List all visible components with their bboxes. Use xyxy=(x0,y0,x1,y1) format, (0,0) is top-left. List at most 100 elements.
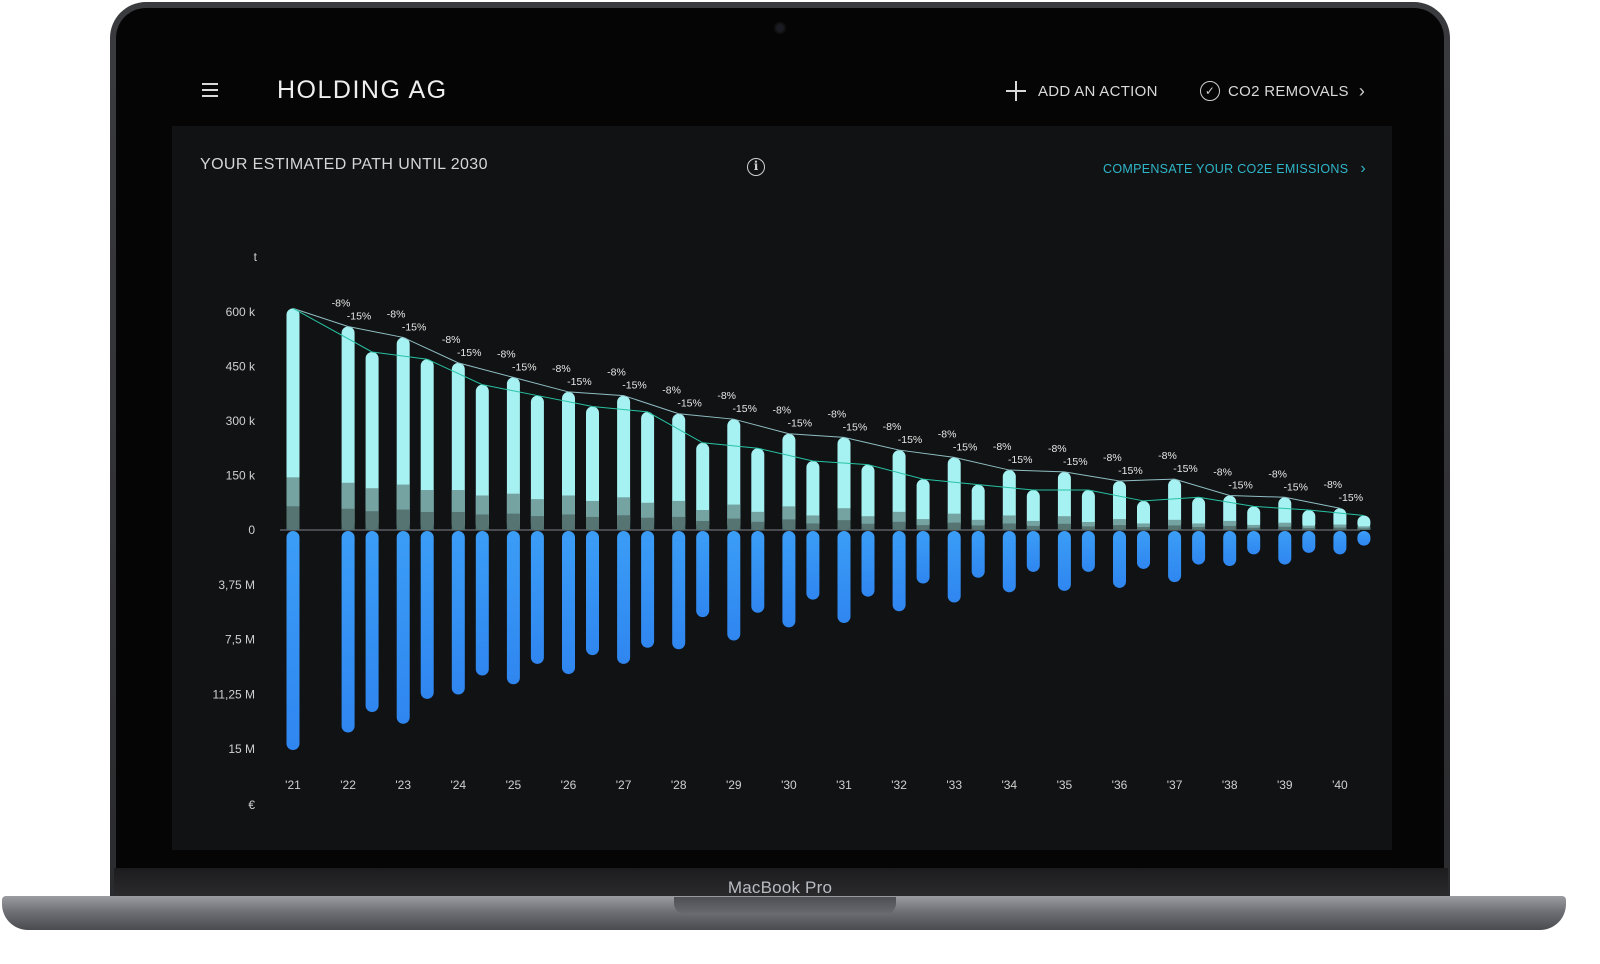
emissions-bar-a-15 xyxy=(1113,480,1126,530)
cost-bar-b-18 xyxy=(1302,531,1316,553)
cost-bar-b-6 xyxy=(641,531,655,648)
emissions-base-dark-b-6 xyxy=(641,517,655,530)
cost-bar-a-8 xyxy=(727,531,741,641)
cost-bar-b-3 xyxy=(475,531,489,676)
device-label: MacBook Pro xyxy=(727,878,833,897)
x-tick-label-11: '32 xyxy=(891,778,907,792)
info-icon[interactable]: i xyxy=(747,158,765,176)
emissions-base-dark-a-2 xyxy=(396,509,410,530)
organization-name: HOLDING AG xyxy=(277,76,448,104)
emissions-base-b-19 xyxy=(1357,526,1371,530)
top-bar: HOLDING AG ADD AN ACTION ✓ CO2 REMOVALS … xyxy=(146,56,1414,126)
emissions-bar-b-17 xyxy=(1247,506,1261,530)
cost-bar-a-16 xyxy=(1168,531,1182,583)
x-tick-label-1: '22 xyxy=(340,778,356,792)
co2-removals-label: CO2 REMOVALS xyxy=(1228,82,1349,100)
reduction-label-15-10: -15% xyxy=(898,434,923,446)
reduction-label-8-7: -8% xyxy=(717,390,736,402)
emissions-base-dark-b-10 xyxy=(861,523,875,530)
trend-line-a xyxy=(292,307,1340,509)
reduction-label-15-16: -15% xyxy=(1228,479,1253,491)
emissions-bar-a-2 xyxy=(396,337,410,530)
y-tick-top-3: 450 k xyxy=(226,360,256,374)
add-action-label: ADD AN ACTION xyxy=(1038,82,1158,100)
hamburger-menu-icon[interactable] xyxy=(202,83,220,97)
emissions-base-dark-b-4 xyxy=(530,516,544,530)
cost-bar-a-13 xyxy=(1002,531,1016,593)
emissions-base-dark-b-17 xyxy=(1247,527,1261,530)
cost-bar-b-12 xyxy=(971,531,985,578)
y-tick-bottom-2: 11,25 M xyxy=(213,687,255,701)
x-tick-label-19: '40 xyxy=(1332,778,1348,792)
emissions-base-dark-a-14 xyxy=(1057,523,1071,530)
emissions-bar-a-3 xyxy=(451,362,465,530)
chevron-right-icon: › xyxy=(1358,80,1366,101)
emissions-base-dark-b-5 xyxy=(586,516,599,530)
cost-bar-a-18 xyxy=(1278,531,1292,565)
reduction-label-8-2: -8% xyxy=(442,334,461,346)
emissions-base-dark-a-8 xyxy=(727,518,741,530)
emissions-base-dark-a-17 xyxy=(1223,525,1237,530)
emissions-bar-b-13 xyxy=(1026,490,1040,530)
chevron-right-icon: › xyxy=(1360,160,1367,177)
x-tick-label-5: '26 xyxy=(561,778,577,792)
reduction-label-8-1: -8% xyxy=(387,308,406,320)
laptop-notch xyxy=(674,897,896,915)
emissions-base-b-18 xyxy=(1302,525,1316,530)
camera-dot xyxy=(776,24,784,32)
cost-bar-b-7 xyxy=(696,531,710,618)
emissions-bar-a-11 xyxy=(892,450,906,530)
co2-removals-button[interactable]: ✓ CO2 REMOVALS › xyxy=(1200,78,1365,104)
reduction-label-15-9: -15% xyxy=(843,421,868,433)
emissions-base-dark-b-11 xyxy=(916,525,930,530)
emissions-bar-a-18 xyxy=(1278,497,1292,530)
emissions-bar-a-16 xyxy=(1168,479,1182,530)
add-action-button[interactable]: ADD AN ACTION xyxy=(1006,78,1158,104)
emissions-bar-b-1 xyxy=(365,351,379,530)
reduction-label-15-1: -15% xyxy=(402,321,427,333)
reduction-label-15-4: -15% xyxy=(567,376,592,388)
reduction-label-15-17: -15% xyxy=(1283,481,1308,493)
emissions-base-dark-a-19 xyxy=(1333,527,1347,530)
reduction-label-15-8: -15% xyxy=(788,418,813,430)
emissions-base-dark-a-6 xyxy=(617,515,631,530)
emissions-base-dark-a-0 xyxy=(286,506,300,530)
cost-bar-a-4 xyxy=(506,531,520,685)
reduction-label-8-8: -8% xyxy=(772,405,791,417)
x-tick-label-8: '29 xyxy=(726,778,742,792)
emissions-base-b-11 xyxy=(916,519,930,530)
emissions-bar-b-18 xyxy=(1302,510,1316,530)
emissions-bar-a-14 xyxy=(1057,471,1071,530)
emissions-bar-b-5 xyxy=(586,406,599,530)
emissions-bar-b-15 xyxy=(1137,500,1150,530)
emissions-base-dark-a-10 xyxy=(837,520,851,530)
y-tick-top-4: 600 k xyxy=(226,305,256,319)
compensate-emissions-link[interactable]: COMPENSATE YOUR CO2E EMISSIONS › xyxy=(1103,160,1366,178)
cost-bar-a-10 xyxy=(837,531,851,623)
cost-bar-b-9 xyxy=(806,531,820,600)
emissions-base-dark-a-11 xyxy=(892,521,906,530)
emissions-base-b-17 xyxy=(1247,524,1261,530)
cost-bar-a-5 xyxy=(562,531,575,675)
emissions-base-dark-b-2 xyxy=(420,512,434,530)
emissions-base-dark-b-13 xyxy=(1026,525,1040,530)
emissions-base-dark-b-16 xyxy=(1192,527,1206,530)
top-unit-label: t xyxy=(254,250,258,264)
reduction-label-8-10: -8% xyxy=(883,421,902,433)
emissions-base-dark-b-14 xyxy=(1081,526,1095,530)
cost-bar-a-6 xyxy=(617,531,631,664)
reduction-label-15-18: -15% xyxy=(1339,492,1364,504)
emissions-base-dark-a-1 xyxy=(341,508,355,530)
cost-bar-b-19 xyxy=(1357,531,1371,546)
x-tick-label-2: '23 xyxy=(395,778,411,792)
emissions-base-dark-a-18 xyxy=(1278,526,1292,530)
emissions-base-dark-a-9 xyxy=(782,519,796,530)
chart-panel: YOUR ESTIMATED PATH UNTIL 2030 i COMPENS… xyxy=(172,126,1392,850)
emissions-base-b-15 xyxy=(1137,523,1150,530)
cost-bar-b-13 xyxy=(1026,531,1040,572)
y-tick-bottom-3: 15 M xyxy=(228,742,255,756)
cost-bar-b-15 xyxy=(1137,531,1150,569)
emissions-base-dark-a-15 xyxy=(1113,525,1126,530)
reduction-label-8-4: -8% xyxy=(552,363,571,375)
cost-bar-b-1 xyxy=(365,531,379,713)
